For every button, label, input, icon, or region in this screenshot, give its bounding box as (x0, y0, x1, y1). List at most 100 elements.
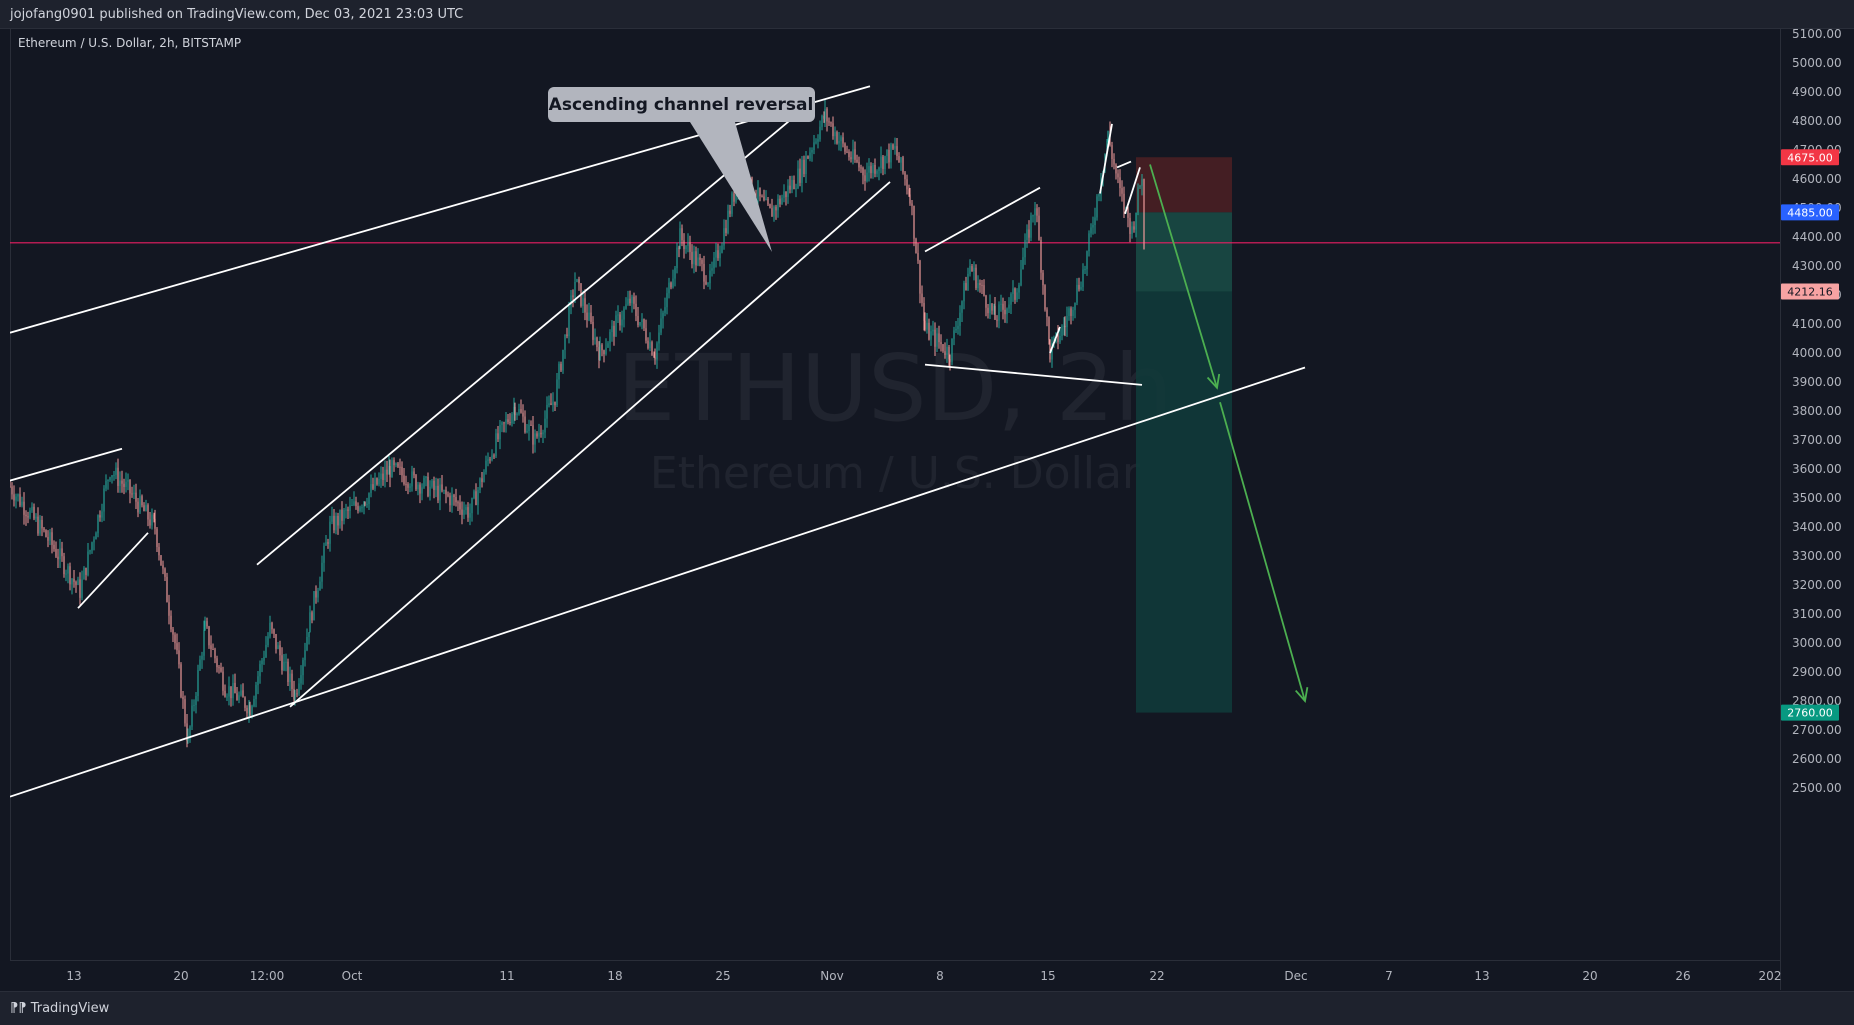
candle-body (1014, 288, 1016, 300)
candle-body (409, 486, 411, 488)
candle-body (135, 492, 137, 502)
candle-body (319, 581, 321, 591)
price-tick-label: 3300.00 (1792, 549, 1842, 563)
candle-body (193, 705, 195, 707)
candle-body (613, 325, 615, 337)
candle-body (729, 210, 731, 214)
candle-body (1064, 325, 1066, 328)
candle-body (329, 521, 331, 544)
candle-body (275, 633, 277, 649)
trendline (1116, 160, 1132, 169)
candle-body (554, 401, 556, 406)
candle-body (985, 295, 987, 308)
candle-body (701, 259, 703, 264)
candle-body (757, 187, 759, 200)
candle-body (513, 406, 515, 415)
candle-body (1123, 193, 1125, 210)
candle-body (528, 424, 530, 431)
candle-body (359, 507, 361, 511)
chart-pane[interactable] (10, 29, 1781, 960)
time-tick-label: 26 (1675, 969, 1690, 983)
candle-body (876, 170, 878, 174)
candle-body (117, 467, 119, 486)
candle-body (787, 185, 789, 197)
candle-body (645, 328, 647, 341)
candle-body (164, 568, 166, 577)
candle-body (836, 132, 838, 144)
forecast-arrow-line (1219, 402, 1306, 702)
time-axis[interactable] (10, 960, 1780, 991)
callout-label: Ascending channel reversal (549, 95, 814, 115)
candle-body (654, 357, 656, 360)
candle-body (160, 555, 162, 566)
candle-body (242, 690, 244, 698)
price-tick-label: 3100.00 (1792, 607, 1842, 621)
candle-body (184, 699, 186, 724)
candle-body (249, 705, 251, 716)
price-tick-label: 3200.00 (1792, 578, 1842, 592)
candle-body (858, 161, 860, 168)
candle-body (1024, 239, 1026, 258)
symbol-title[interactable]: Ethereum / U.S. Dollar, 2h, BITSTAMP (18, 36, 242, 50)
candle-body (399, 466, 401, 468)
candle-body (378, 478, 380, 485)
candle-body (1082, 269, 1084, 288)
candle-body (637, 316, 639, 325)
price-axis[interactable] (1780, 29, 1854, 990)
candle-body (302, 660, 304, 676)
candle-body (431, 480, 433, 487)
candle-body (309, 612, 311, 633)
candle-body (617, 314, 619, 316)
candle-body (864, 175, 866, 181)
candle-body (817, 139, 819, 142)
candle-body (830, 122, 832, 124)
candle-body (1004, 309, 1006, 315)
candle-body (109, 477, 111, 480)
candle-body (946, 346, 948, 355)
candle-body (1133, 226, 1135, 230)
candle-body (1119, 177, 1121, 189)
candle-body (635, 303, 637, 317)
candle-body (97, 515, 99, 534)
price-tick-label: 3900.00 (1792, 375, 1842, 389)
candle-body (271, 622, 273, 630)
candle-body (1131, 226, 1133, 234)
candle-body (791, 180, 793, 190)
candle-body (1012, 288, 1014, 294)
candle-body (678, 247, 680, 250)
candle-body (145, 505, 147, 512)
candle-body (963, 283, 965, 302)
candle-body (564, 334, 566, 350)
candle-body (1076, 284, 1078, 303)
candle-body (263, 656, 265, 661)
candle-body (170, 615, 172, 630)
candle-body (39, 519, 41, 534)
candle-body (599, 344, 601, 361)
candle-body (23, 501, 25, 515)
candle-body (199, 659, 201, 671)
candle-body (455, 497, 457, 503)
candle-body (61, 548, 63, 557)
candle-body (848, 151, 850, 158)
candle-body (11, 486, 13, 495)
candle-body (965, 283, 967, 291)
candle-body (457, 502, 459, 504)
candle-body (21, 501, 23, 506)
candle-body (125, 481, 127, 487)
candle-body (388, 465, 390, 475)
candle-body (505, 419, 507, 424)
price-tick-label: 2800.00 (1792, 694, 1842, 708)
tradingview-brand[interactable]: ⁋⁋ TradingView (10, 1001, 109, 1016)
price-tick-label: 5100.00 (1792, 27, 1842, 41)
candle-body (380, 473, 382, 479)
candle-body (908, 189, 910, 195)
candle-body (1010, 293, 1012, 305)
candle-body (991, 303, 993, 311)
candle-body (886, 149, 888, 156)
candle-body (1006, 308, 1008, 315)
candle-body (783, 191, 785, 198)
tradingview-brand-label: TradingView (30, 1001, 110, 1016)
candle-body (255, 685, 257, 700)
candle-body (347, 509, 349, 511)
